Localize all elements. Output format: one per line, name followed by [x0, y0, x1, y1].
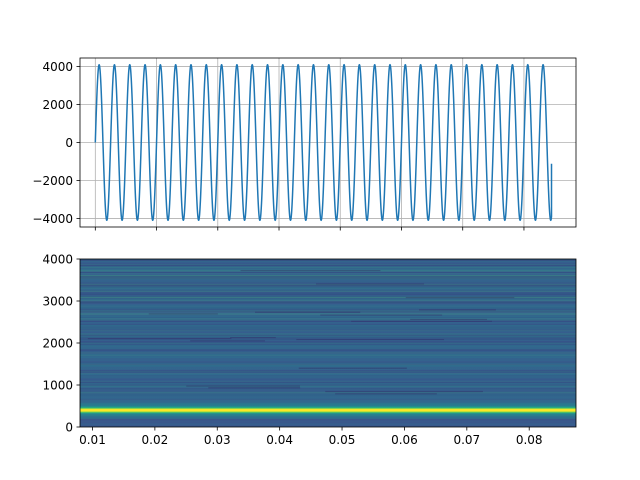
spectrogram-x-tick-label: 0.02: [142, 433, 169, 447]
waveform-series: [94, 63, 553, 222]
spectrogram-x-tick-label: 0.05: [329, 433, 356, 447]
spectrogram-y-tick-label: 4000: [42, 252, 73, 266]
waveform-plot-frame: [79, 57, 577, 228]
spectrogram-x-tick-label: 0.06: [391, 433, 418, 447]
spectrogram-y-tick-label: 0: [65, 420, 73, 434]
spectrogram-heatmap: [80, 259, 576, 427]
spectrogram-plot-frame: [79, 258, 577, 428]
waveform-plot: −4000 −2000 0 2000 4000: [32, 57, 577, 231]
waveform-y-tick-label: −2000: [32, 174, 73, 188]
waveform-ticks: −4000 −2000 0 2000 4000: [32, 60, 525, 231]
spectrogram-x-tick-label: 0.07: [453, 433, 480, 447]
spectrogram-ticks: 0.01 0.02 0.03 0.04 0.05 0.06 0.07 0.08 0 1000 200…: [42, 252, 542, 447]
spectrogram-y-tick-label: 2000: [42, 336, 73, 350]
waveform-y-tick-label: −4000: [32, 212, 73, 226]
spectrogram-y-tick-label: 1000: [42, 378, 73, 392]
spectrogram-texture: [80, 259, 576, 401]
spectrogram-y-tick-label: 3000: [42, 294, 73, 308]
spectrogram-x-tick-label: 0.01: [79, 433, 106, 447]
spectrogram-x-tick-label: 0.03: [204, 433, 231, 447]
waveform-y-tick-label: 4000: [42, 60, 73, 74]
spectrogram-plot: 0.01 0.02 0.03 0.04 0.05 0.06 0.07 0.08 0 1000 200…: [42, 252, 577, 447]
waveform-y-tick-label: 0: [65, 136, 73, 150]
spectrogram-x-tick-label: 0.04: [266, 433, 293, 447]
waveform-y-tick-label: 2000: [42, 98, 73, 112]
waveform-series-line: [94, 63, 553, 222]
spectrogram-x-tick-label: 0.08: [516, 433, 543, 447]
